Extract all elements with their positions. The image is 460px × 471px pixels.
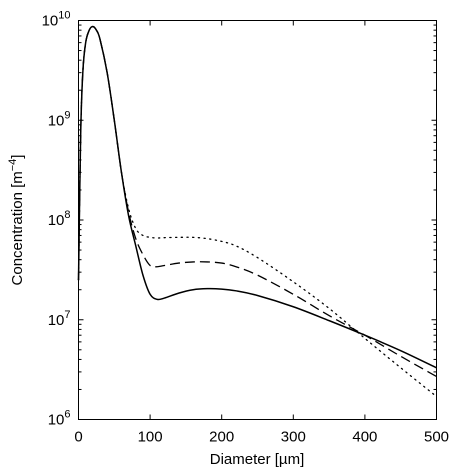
y-tick-label-exponent: 8 [64,209,70,221]
y-tick-label-exponent: 7 [64,309,70,321]
series-line-dotted [77,25,438,398]
y-tick-label-base: 10 [48,212,65,229]
series-line-dashed [77,25,437,378]
x-axis-title: Diameter [µm] [210,451,305,468]
series-line-solid [77,25,437,369]
y-tick-label: 109 [48,109,71,129]
y-tick-label-exponent: 10 [58,10,70,22]
y-tick-label: 107 [48,309,71,329]
y-tick-label-base: 10 [42,13,59,30]
x-tick-label: 300 [281,429,306,446]
x-tick-label: 200 [209,429,234,446]
x-tick-label: 500 [424,429,449,446]
x-tick-label: 0 [74,429,82,446]
y-tick-label-base: 10 [48,412,65,429]
x-tick-label: 100 [138,429,163,446]
series-layer [77,25,438,398]
y-tick-label-base: 10 [48,312,65,329]
y-axis-title-close: ] [9,155,26,159]
y-axis-title-exponent: −4 [7,159,19,172]
y-tick-label-exponent: 9 [64,109,70,121]
y-tick-label: 106 [48,409,71,429]
y-axis-title-base: Concentration [m [9,171,26,285]
y-tick-label-base: 10 [48,112,65,129]
x-tick-label: 400 [352,429,377,446]
y-tick-label-exponent: 6 [64,409,70,421]
y-tick-label: 108 [48,209,71,229]
y-tick-label: 1010 [42,10,71,30]
y-axis-title: Concentration [m−4] [7,155,26,286]
plot-frame [78,20,437,420]
